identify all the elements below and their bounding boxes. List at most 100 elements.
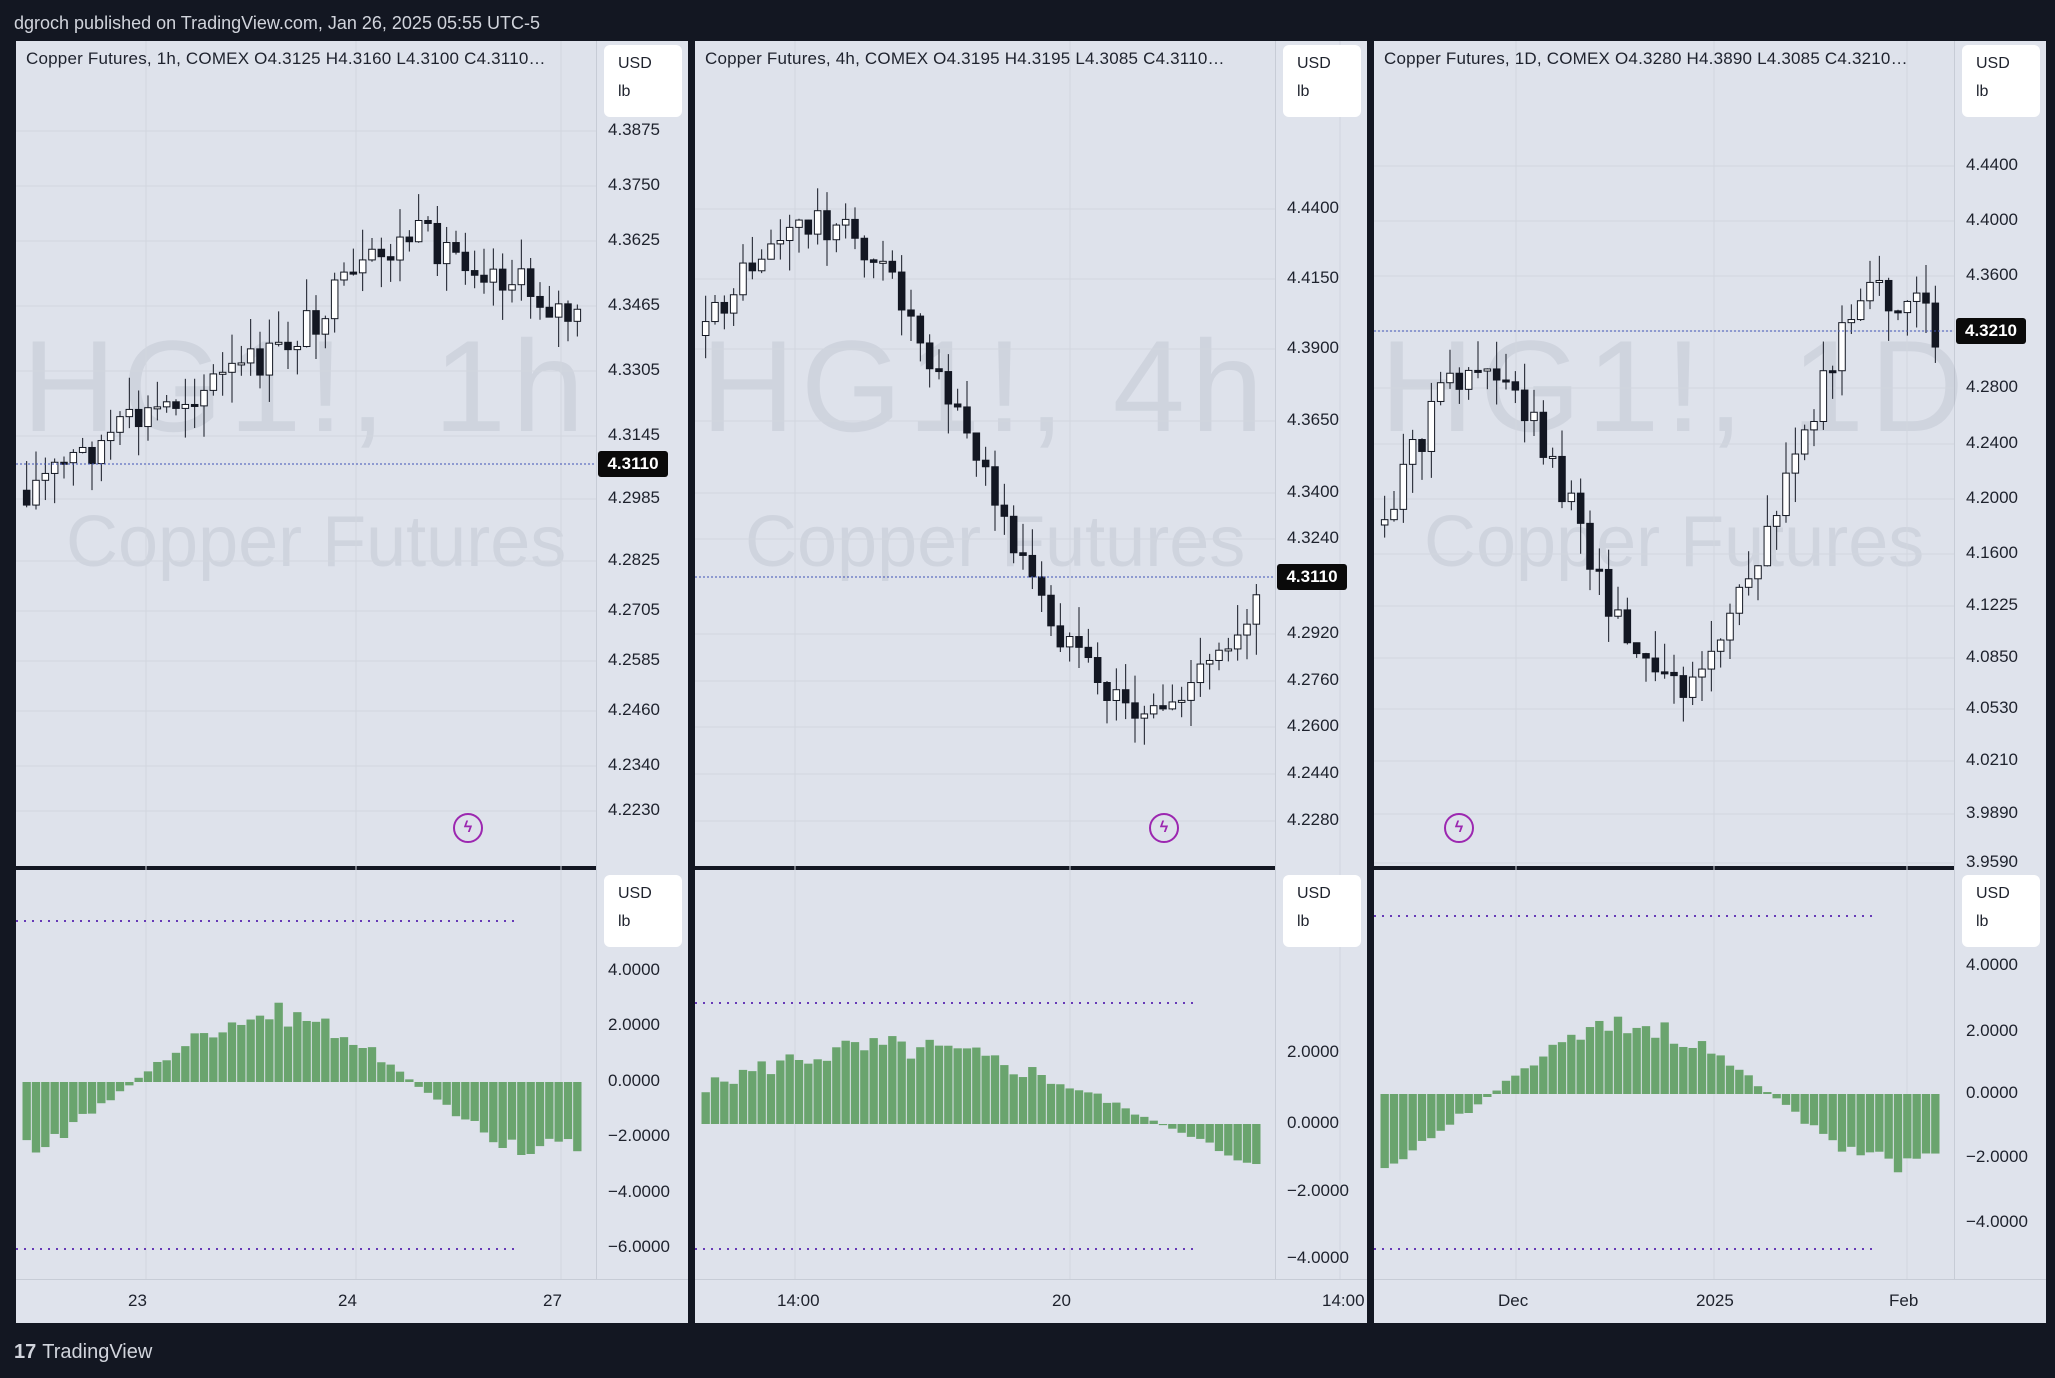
histogram-bar	[162, 1060, 171, 1082]
flash-icon[interactable]: ϟ	[1444, 813, 1474, 843]
chart-panel-4h[interactable]: HG1!, 4h Copper Futures Copper Futures, 4h…	[695, 41, 1367, 1323]
currency-label: USD	[1976, 885, 2010, 902]
histogram-bar	[1688, 1047, 1697, 1094]
candle-body	[405, 236, 414, 243]
last-price-label[interactable]: 4.3210	[1956, 318, 2026, 344]
time-axis[interactable]	[16, 1279, 688, 1323]
candle-body	[1884, 279, 1893, 312]
histogram-bar	[470, 1082, 479, 1121]
chart-panel-1h[interactable]: HG1!, 1h Copper Futures Copper Futures, 1h…	[16, 41, 688, 1323]
price-tick-label: 4.4000	[1966, 210, 2018, 229]
histogram-bar	[1112, 1102, 1121, 1124]
flash-icon[interactable]: ϟ	[453, 813, 483, 843]
candle-body	[1019, 552, 1027, 556]
price-unit-selector[interactable]: USD lb	[1283, 45, 1361, 117]
histogram-bar	[1065, 1088, 1074, 1124]
price-tick-label: 4.2000	[1966, 488, 2018, 507]
histogram-bar	[321, 1018, 330, 1082]
histogram-bar	[1483, 1094, 1492, 1097]
candle-body	[256, 348, 264, 376]
histogram-bar	[1576, 1039, 1585, 1094]
candle-body	[1112, 689, 1121, 701]
candle-body	[358, 259, 367, 274]
candle-body	[1558, 455, 1566, 503]
histogram-bar	[1548, 1044, 1557, 1094]
candle-body	[1828, 370, 1837, 374]
candle-body	[1894, 310, 1902, 314]
currency-label: USD	[1297, 885, 1331, 902]
candle-body	[1511, 381, 1520, 391]
candle-body	[573, 308, 582, 322]
price-chart-area[interactable]	[695, 41, 1275, 866]
price-axis[interactable]	[1275, 41, 1367, 1279]
histogram-bar	[1679, 1046, 1688, 1094]
candle-body	[1103, 681, 1111, 701]
candle-body	[1922, 292, 1930, 304]
pane-separator[interactable]	[695, 866, 1367, 870]
candle-body	[757, 258, 766, 272]
symbol-legend[interactable]: Copper Futures, 4h, COMEX O4.3195 H4.319…	[705, 49, 1225, 68]
candle-body	[1660, 671, 1669, 675]
symbol-legend[interactable]: Copper Futures, 1h, COMEX O4.3125 H4.316…	[26, 49, 546, 68]
histogram-bar	[972, 1047, 981, 1124]
indicator-tick-label: 2.0000	[1287, 1042, 1339, 1061]
candle-body	[813, 210, 822, 235]
candle-body	[452, 242, 460, 253]
candle-body	[50, 461, 59, 474]
histogram-bar	[517, 1082, 526, 1155]
price-axis[interactable]	[596, 41, 688, 1279]
price-tick-label: 4.1600	[1966, 543, 2018, 562]
histogram-bar	[1380, 1094, 1389, 1169]
candle-body	[1651, 657, 1660, 673]
histogram-bar	[925, 1039, 934, 1124]
candle-body	[767, 243, 775, 260]
histogram-bar	[813, 1059, 822, 1124]
candle-body	[78, 446, 87, 453]
price-tick-label: 4.3240	[1287, 528, 1339, 547]
price-tick-label: 4.3600	[1966, 265, 2018, 284]
candle-body	[1056, 625, 1065, 648]
indicator-tick-label: −6.0000	[608, 1237, 670, 1256]
histogram-bar	[423, 1082, 433, 1093]
time-axis[interactable]	[695, 1279, 1367, 1323]
candle-body	[981, 459, 990, 468]
price-chart-area[interactable]	[16, 41, 596, 866]
price-unit-selector[interactable]: USD lb	[604, 45, 682, 117]
candle-body	[116, 416, 124, 433]
unit-label: lb	[618, 83, 631, 100]
candle-body	[1548, 455, 1557, 459]
tradingview-brand[interactable]: 17 TradingView	[14, 1341, 153, 1363]
price-chart-area[interactable]	[1374, 41, 1954, 866]
indicator-unit-selector[interactable]: USD lb	[1283, 875, 1361, 947]
price-unit-selector[interactable]: USD lb	[1962, 45, 2040, 117]
histogram-bar	[1865, 1094, 1875, 1153]
indicator-tick-label: 4.0000	[1966, 955, 2018, 974]
time-axis[interactable]	[1374, 1279, 2046, 1323]
histogram-bar	[1018, 1077, 1028, 1124]
symbol-legend[interactable]: Copper Futures, 1D, COMEX O4.3280 H4.389…	[1384, 49, 1908, 68]
price-axis[interactable]	[1954, 41, 2046, 1279]
candle-body	[1205, 659, 1214, 665]
candle-body	[1084, 646, 1093, 659]
candle-body	[1252, 594, 1261, 625]
histogram-bar	[981, 1055, 990, 1124]
pane-separator[interactable]	[16, 866, 688, 870]
candle-body	[1159, 705, 1167, 710]
candle-body	[22, 489, 31, 506]
flash-icon[interactable]: ϟ	[1149, 813, 1179, 843]
last-price-label[interactable]: 4.3110	[598, 451, 668, 477]
candle-body	[776, 240, 785, 245]
histogram-bar	[1252, 1124, 1261, 1165]
candle-body	[1243, 623, 1251, 636]
histogram-bar	[1893, 1094, 1903, 1173]
histogram-bar	[274, 1002, 283, 1082]
indicator-unit-selector[interactable]: USD lb	[604, 875, 682, 947]
histogram-bar	[738, 1069, 748, 1124]
histogram-bar	[1445, 1094, 1455, 1125]
pane-separator[interactable]	[1374, 866, 2046, 870]
histogram-bar	[869, 1038, 878, 1124]
indicator-unit-selector[interactable]: USD lb	[1962, 875, 2040, 947]
last-price-label[interactable]: 4.3110	[1277, 564, 1347, 590]
histogram-bar	[1567, 1034, 1576, 1094]
chart-panel-1d[interactable]: HG1!, 1D Copper Futures Copper Futures, 1D…	[1374, 41, 2046, 1323]
